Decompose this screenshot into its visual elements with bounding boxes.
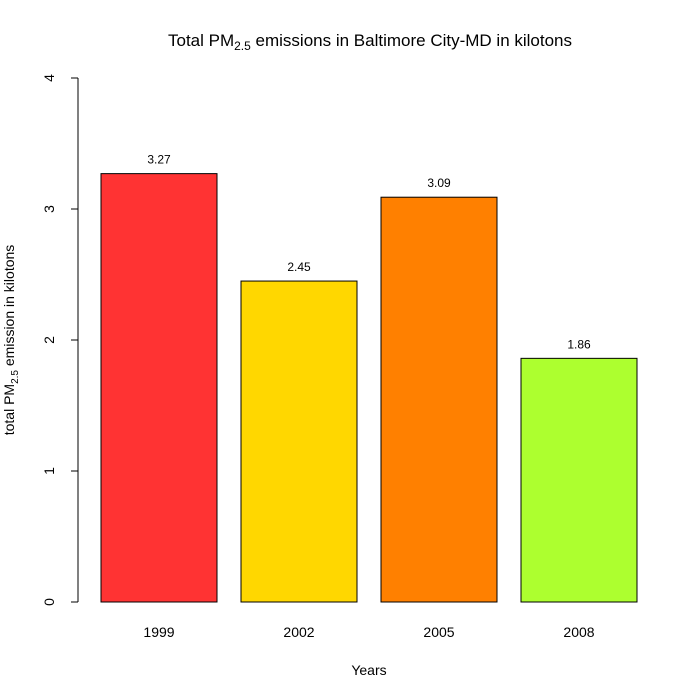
x-axis-label: Years [351, 662, 386, 678]
bar-value-label: 1.86 [567, 337, 591, 351]
x-tick-label: 1999 [143, 624, 174, 640]
y-axis-label-suffix: emission in kilotons [1, 245, 17, 370]
bar-2008 [520, 357, 638, 603]
bar-series [100, 173, 638, 603]
x-tick-label: 2008 [563, 624, 594, 640]
y-tick-label: 3 [41, 205, 57, 213]
bar-value-label: 2.45 [287, 260, 311, 274]
bar-value-labels: 3.27 2.45 3.09 1.86 [147, 153, 591, 352]
y-tick-label: 2 [41, 336, 57, 344]
y-axis-label-subscript: 2.5 [10, 370, 21, 384]
bar-2005 [380, 196, 498, 603]
bar-2002 [240, 280, 358, 603]
y-axis-label-prefix: total PM [1, 384, 17, 435]
y-axis: 0 1 2 3 4 [41, 74, 79, 606]
chart-title: Total PM2.5 emissions in Baltimore City-… [168, 31, 572, 53]
bar-value-label: 3.09 [427, 176, 451, 190]
x-tick-label: 2002 [283, 624, 314, 640]
x-tick-labels: 1999 2002 2005 2008 [143, 624, 594, 640]
y-tick-label: 4 [41, 74, 57, 82]
y-tick-label: 0 [41, 598, 57, 606]
chart-title-subscript: 2.5 [234, 39, 251, 53]
chart-title-prefix: Total PM [168, 31, 234, 50]
x-tick-label: 2005 [423, 624, 454, 640]
y-axis-label: total PM2.5 emission in kilotons [1, 245, 21, 436]
bar-1999 [100, 173, 218, 603]
bar-value-label: 3.27 [147, 153, 171, 167]
chart-title-suffix: emissions in Baltimore City-MD in kiloto… [251, 31, 572, 50]
y-tick-label: 1 [41, 467, 57, 475]
